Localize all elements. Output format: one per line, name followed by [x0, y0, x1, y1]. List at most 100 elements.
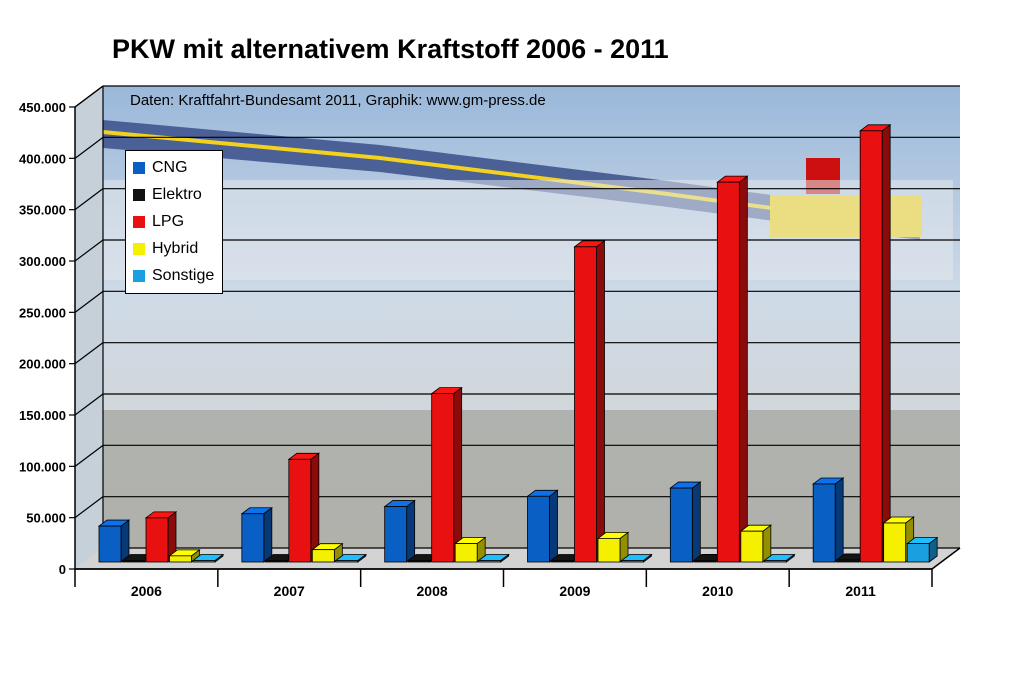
bar-front [763, 560, 787, 563]
bar-front [812, 483, 836, 563]
legend-item-sonstige: Sonstige [126, 262, 222, 289]
bar [526, 489, 559, 563]
bar-front [883, 522, 907, 563]
bar-side [834, 477, 844, 563]
bar [905, 536, 939, 563]
bar-side [120, 519, 130, 563]
bar-front [311, 549, 335, 563]
legend-swatch-hybrid [133, 242, 145, 255]
bar [596, 531, 630, 563]
bar [620, 553, 653, 563]
bars [97, 124, 939, 563]
gridline-side [74, 188, 104, 211]
legend-label-sonstige: Sonstige [152, 266, 215, 284]
legend: CNG Elektro LPG Hybrid Sonstige [125, 150, 223, 294]
chart-title: PKW mit alternativem Kraftstoff 2006 - 2… [112, 34, 669, 64]
bar-front [169, 555, 192, 563]
y-tick-label: 450.000 [19, 100, 66, 115]
legend-item-hybrid: Hybrid [126, 235, 222, 262]
gridline-side [74, 496, 104, 519]
y-tick-label: 350.000 [19, 203, 66, 218]
bar [453, 536, 487, 563]
legend-item-lpg: LPG [126, 208, 222, 235]
side-wall [75, 86, 103, 569]
bar-front [407, 560, 431, 563]
y-tick-label: 50.000 [26, 511, 66, 526]
bar-front [241, 513, 265, 563]
gridline-side [74, 136, 104, 159]
gridline-side [74, 290, 104, 313]
legend-swatch-cng [133, 161, 145, 174]
bar-front [288, 458, 312, 563]
bar-front [192, 560, 216, 563]
ticks: 0 50.000 100.000 150.000 200.000 250.000 300.0… [19, 100, 933, 599]
bar-side [453, 386, 463, 563]
bar-front [550, 560, 574, 563]
bar [334, 553, 368, 563]
x-tick-label: 2006 [131, 583, 162, 599]
bar-front [145, 517, 169, 563]
bar-side [738, 175, 748, 563]
y-tick-label: 150.000 [19, 408, 66, 423]
bar-side [691, 481, 701, 563]
bar-front [716, 181, 740, 563]
gridline-side [74, 342, 104, 365]
floor-right-edge [931, 547, 961, 570]
x-tick-label: 2007 [274, 583, 305, 599]
bar [716, 175, 749, 563]
y-tick-label: 250.000 [19, 305, 66, 320]
bar [692, 553, 726, 563]
bar-front [836, 559, 860, 563]
legend-swatch-sonstige [133, 269, 145, 282]
x-tick-label: 2009 [559, 583, 590, 599]
bar-front [693, 560, 717, 563]
bar-front [740, 530, 764, 563]
legend-label-lpg: LPG [152, 212, 185, 230]
gridline-side [74, 239, 104, 262]
bar [168, 549, 201, 563]
gridline-side [74, 444, 104, 467]
bar-front [384, 506, 408, 563]
bar-front [574, 246, 597, 563]
legend-swatch-elektro [133, 188, 145, 201]
bar [739, 524, 773, 563]
y-tick-label: 300.000 [19, 254, 66, 269]
bar-side [263, 506, 273, 563]
canopy-underside [103, 180, 953, 280]
grid [74, 85, 960, 519]
bar-front [859, 130, 883, 563]
bar-front [621, 560, 644, 563]
bar-front [597, 537, 621, 563]
bar [477, 553, 510, 563]
bar-side [406, 499, 416, 563]
bar-front [669, 487, 693, 563]
bar [858, 124, 892, 563]
legend-label-hybrid: Hybrid [152, 239, 199, 257]
legend-swatch-lpg [133, 215, 145, 228]
x-tick-label: 2010 [702, 583, 733, 599]
bar [97, 519, 131, 563]
y-tick-label: 200.000 [19, 357, 66, 372]
bar [763, 553, 796, 563]
bar-front [478, 560, 502, 563]
legend-item-cng: CNG [126, 154, 222, 181]
bar-side [549, 489, 558, 563]
legend-label-elektro: Elektro [152, 185, 202, 203]
bar-front [98, 525, 122, 563]
bar-front [122, 560, 145, 563]
y-tick-label: 0 [59, 562, 66, 577]
bar [191, 553, 225, 563]
bar [811, 477, 845, 563]
x-tick-label: 2008 [417, 583, 448, 599]
bar-front [454, 543, 478, 563]
bar-front [335, 560, 359, 563]
y-tick-label: 400.000 [19, 151, 66, 166]
bar-side [881, 124, 891, 563]
legend-item-elektro: Elektro [126, 181, 222, 208]
bar [240, 506, 274, 563]
bar [144, 511, 178, 563]
bar-front [906, 543, 930, 563]
legend-label-cng: CNG [152, 158, 188, 176]
top-edge [74, 85, 104, 108]
